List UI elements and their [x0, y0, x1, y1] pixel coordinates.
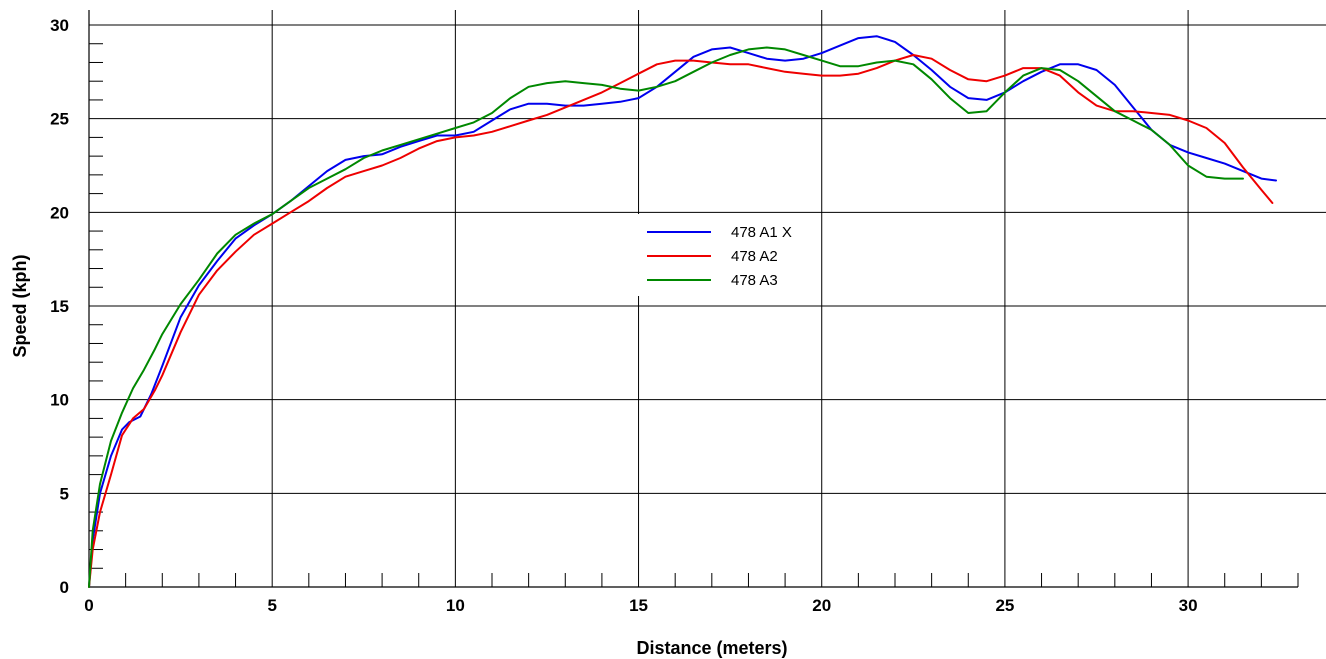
series-lines [88, 35, 1277, 588]
y-tick-label-25: 25 [50, 110, 69, 129]
y-tick-label-0: 0 [60, 578, 69, 597]
x-axis-title: Distance (meters) [636, 638, 787, 658]
x-tick-label-0: 0 [84, 596, 93, 615]
series-line-2 [88, 54, 1274, 588]
legend-label: 478 A1 X [731, 224, 792, 241]
legend-item-3[interactable]: 478 A3 [647, 272, 778, 289]
tick-labels: 0 5 10 15 20 25 30 0 5 10 15 20 25 30 [50, 16, 1197, 615]
legend-item-2[interactable]: 478 A2 [647, 248, 778, 265]
x-tick-label-25: 25 [995, 596, 1014, 615]
legend-label: 478 A2 [731, 248, 778, 265]
y-tick-label-20: 20 [50, 203, 69, 222]
y-axis-title: Speed (kph) [10, 254, 30, 357]
grid [89, 10, 1326, 587]
axes [88, 10, 1298, 588]
y-tick-label-15: 15 [50, 297, 69, 316]
y-tick-label-30: 30 [50, 16, 69, 35]
legend-label: 478 A3 [731, 272, 778, 289]
minor-ticks [89, 43, 1299, 587]
legend[interactable]: 478 A1 X 478 A2 478 A3 [647, 224, 792, 289]
x-tick-label-10: 10 [446, 596, 465, 615]
y-tick-label-5: 5 [60, 484, 69, 503]
x-tick-label-20: 20 [812, 596, 831, 615]
series-line-3 [88, 46, 1244, 588]
y-tick-label-10: 10 [50, 391, 69, 410]
x-tick-label-30: 30 [1179, 596, 1198, 615]
series-line-1 [88, 35, 1277, 588]
x-tick-label-15: 15 [629, 596, 648, 615]
x-tick-label-5: 5 [267, 596, 276, 615]
legend-item-1[interactable]: 478 A1 X [647, 224, 792, 241]
